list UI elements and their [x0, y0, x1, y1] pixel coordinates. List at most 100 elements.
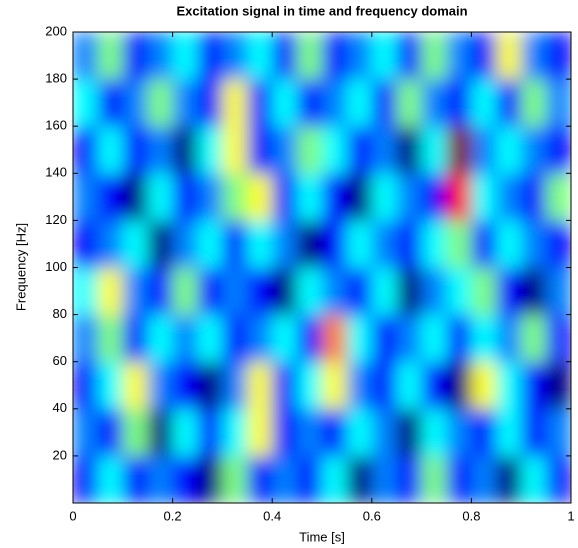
heatmap-cell [122, 79, 149, 127]
y-tick-label: 40 [53, 400, 67, 415]
heatmap-cell [521, 173, 547, 221]
heatmap-cell [97, 126, 124, 174]
heatmap-cell [446, 361, 472, 410]
heatmap-cell [322, 173, 348, 221]
x-tick-label: 0.2 [164, 508, 182, 523]
heatmap-cell [147, 267, 174, 316]
heatmap-cell [496, 408, 522, 457]
heatmap-cell [73, 126, 99, 174]
heatmap-cell [73, 455, 99, 503]
heatmap-cell [297, 32, 323, 80]
heatmap-cell [272, 79, 298, 127]
heatmap-cell [247, 79, 273, 127]
heatmap-cell [147, 455, 174, 503]
heatmap-cell [172, 408, 198, 457]
y-tick-label: 180 [45, 71, 67, 86]
heatmap-cell [546, 314, 571, 363]
heatmap-cell [97, 408, 124, 457]
heatmap-cell [346, 314, 373, 363]
heatmap-cell [371, 79, 398, 127]
heatmap-cell [396, 361, 423, 410]
heatmap-cell [272, 314, 298, 363]
heatmap-cell [197, 267, 223, 316]
heatmap-cell [371, 267, 398, 316]
heatmap-cell [272, 173, 298, 221]
heatmap-cell [346, 455, 373, 503]
heatmap-cell [297, 455, 323, 503]
heatmap-cell [272, 408, 298, 457]
heatmap-cell [371, 32, 398, 80]
heatmap-cell [97, 314, 124, 363]
heatmap-cell [147, 314, 174, 363]
heatmap-cell [546, 267, 571, 316]
heatmap-cell [396, 267, 423, 316]
heatmap-cell [322, 79, 348, 127]
heatmap-cell [546, 126, 571, 174]
heatmap-cell [122, 220, 149, 268]
y-tick-label: 140 [45, 165, 67, 180]
heatmap-cell [396, 220, 423, 268]
heatmap-cell [122, 361, 149, 410]
heatmap-cell [371, 126, 398, 174]
heatmap-cell [322, 267, 348, 316]
heatmap-cell [297, 220, 323, 268]
heatmap-cell [222, 32, 248, 80]
heatmap-cell [122, 126, 149, 174]
heatmap-cell [421, 79, 447, 127]
heatmap-cell [346, 220, 373, 268]
heatmap-cell [222, 314, 248, 363]
heatmap-cell [172, 314, 198, 363]
heatmap-cell [521, 126, 547, 174]
heatmap-cell [521, 267, 547, 316]
heatmap-cell [496, 32, 522, 80]
heatmap-cell [247, 408, 273, 457]
heatmap-cell [197, 220, 223, 268]
heatmap-cell [297, 126, 323, 174]
heatmap-cell [147, 361, 174, 410]
heatmap-cell [546, 220, 571, 268]
heatmap-cell [446, 126, 472, 174]
x-tick-label: 0 [69, 508, 76, 523]
heatmap-cell [147, 32, 174, 80]
heatmap-cell [222, 361, 248, 410]
heatmap-cell [346, 408, 373, 457]
heatmap-cell [371, 408, 398, 457]
heatmap-cell [421, 361, 447, 410]
heatmap-cell [222, 126, 248, 174]
heatmap-cell [322, 314, 348, 363]
heatmap-cell [421, 314, 447, 363]
heatmap-cell [496, 173, 522, 221]
heatmap-cell [446, 32, 472, 80]
heatmap-cell [496, 361, 522, 410]
heatmap-cell [73, 361, 99, 410]
heatmap-cell [272, 361, 298, 410]
heatmap-cell [546, 455, 571, 503]
heatmap-cell [546, 79, 571, 127]
heatmap-cell [172, 79, 198, 127]
heatmap-cell [97, 455, 124, 503]
heatmap-cell [272, 126, 298, 174]
heatmap-cell [122, 408, 149, 457]
heatmap-cell [371, 314, 398, 363]
heatmap-cell [122, 173, 149, 221]
heatmap-cell [197, 173, 223, 221]
heatmap-cell [471, 267, 497, 316]
heatmap-cell [371, 220, 398, 268]
heatmap-cell [396, 314, 423, 363]
y-axis-label: Frequency [Hz] [13, 223, 28, 311]
heatmap-cell [346, 173, 373, 221]
x-axis-label: Time [s] [299, 529, 345, 544]
heatmap-cell [73, 32, 99, 80]
heatmap-cell [421, 267, 447, 316]
heatmap-cell [322, 220, 348, 268]
heatmap-cell [122, 455, 149, 503]
heatmap-cell [197, 361, 223, 410]
heatmap-cell [421, 32, 447, 80]
heatmap-cell [222, 79, 248, 127]
heatmap-cell [421, 173, 447, 221]
heatmap-cell [346, 361, 373, 410]
heatmap-cell [297, 79, 323, 127]
heatmap-cell [197, 126, 223, 174]
y-tick-label: 80 [53, 306, 67, 321]
heatmap-cell [147, 126, 174, 174]
